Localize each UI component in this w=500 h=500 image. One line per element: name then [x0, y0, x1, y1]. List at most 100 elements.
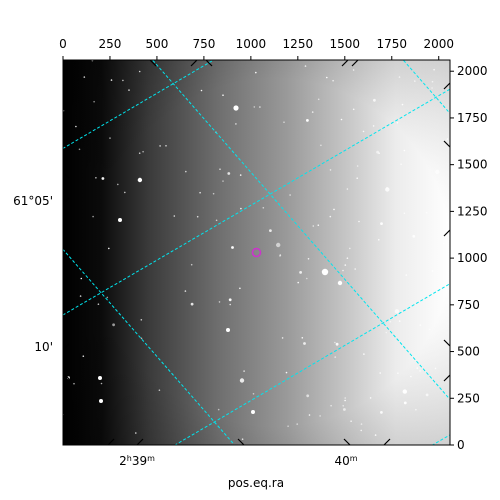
- world-tick-16: [237, 438, 245, 446]
- star: [403, 149, 406, 152]
- star: [319, 415, 321, 417]
- star: [92, 215, 94, 218]
- star: [352, 108, 355, 111]
- star: [376, 150, 379, 154]
- star: [415, 408, 417, 411]
- star: [360, 423, 363, 425]
- coordinate-grid: [63, 60, 450, 445]
- star: [235, 123, 237, 125]
- star: [215, 219, 218, 222]
- star: [372, 125, 375, 127]
- star: [362, 130, 365, 133]
- star: [82, 355, 85, 358]
- star: [252, 393, 255, 395]
- bright-star-5: [99, 399, 103, 403]
- star: [255, 71, 257, 74]
- star: [349, 247, 351, 250]
- star: [335, 342, 339, 346]
- star: [289, 194, 291, 196]
- ra-tick-label-1: 2h39m: [119, 454, 155, 468]
- x-axis-label: pos.eq.ra: [228, 476, 284, 490]
- star: [296, 423, 299, 425]
- star: [343, 408, 346, 411]
- right-tick-label-6: 1500: [457, 158, 488, 172]
- star: [231, 246, 234, 249]
- star: [373, 98, 376, 102]
- star: [419, 370, 421, 372]
- world-tick-1: [62, 197, 70, 205]
- star: [159, 145, 161, 147]
- top-tick-label-0: 0: [59, 37, 67, 51]
- world-tick-10: [443, 140, 451, 148]
- star: [374, 434, 377, 436]
- bright-star-0: [233, 105, 239, 111]
- star: [312, 225, 315, 227]
- star: [303, 342, 306, 345]
- star: [196, 215, 199, 218]
- star: [396, 121, 399, 124]
- star: [340, 118, 343, 121]
- world-tick-13: [443, 374, 451, 382]
- target-marker: [251, 247, 262, 258]
- star: [397, 372, 399, 375]
- bright-star-3: [118, 218, 122, 222]
- star: [218, 301, 221, 303]
- star: [276, 242, 281, 248]
- top-tick-label-4: 1000: [236, 37, 267, 51]
- star: [95, 177, 97, 179]
- star: [281, 337, 284, 339]
- world-tick-4: [149, 59, 157, 67]
- world-tick-6: [205, 59, 213, 67]
- star: [93, 100, 95, 103]
- star: [398, 320, 401, 322]
- top-tick-label-5: 1250: [283, 37, 314, 51]
- star: [140, 319, 143, 321]
- star: [412, 234, 416, 238]
- star: [385, 331, 388, 334]
- star: [394, 309, 400, 314]
- bright-star-1: [321, 268, 329, 276]
- star: [109, 137, 111, 139]
- right-tick-label-8: 2000: [457, 64, 488, 78]
- dec-tick-label-1: 61°05': [13, 194, 53, 208]
- star: [334, 356, 337, 358]
- star: [363, 353, 365, 355]
- image-vignette: [63, 60, 450, 445]
- star: [446, 221, 449, 224]
- world-tick-3: [62, 372, 70, 380]
- star: [342, 269, 344, 272]
- star: [344, 399, 346, 402]
- star: [306, 119, 309, 122]
- star: [358, 220, 360, 223]
- star: [306, 394, 310, 398]
- world-coordinate-ticks: [62, 59, 451, 446]
- star: [83, 76, 86, 78]
- star: [317, 224, 320, 226]
- ra-hours: 2: [119, 454, 127, 468]
- right-tick-label-0: 0: [457, 438, 465, 452]
- star: [228, 298, 232, 302]
- star: [401, 103, 404, 106]
- star: [190, 302, 194, 306]
- star: [112, 323, 115, 327]
- star: [80, 277, 83, 280]
- star: [307, 258, 310, 260]
- svg-text:2h39m: 2h39m: [119, 454, 155, 468]
- world-tick-5: [190, 59, 198, 67]
- star: [106, 296, 109, 299]
- star: [346, 257, 349, 260]
- star: [354, 268, 357, 270]
- star: [425, 211, 428, 214]
- star: [138, 70, 141, 73]
- star: [416, 367, 419, 369]
- star: [380, 411, 383, 414]
- star: [431, 270, 434, 272]
- star: [222, 94, 224, 96]
- world-tick-9: [443, 82, 451, 90]
- star: [398, 76, 401, 78]
- star: [78, 148, 81, 151]
- star: [332, 79, 334, 82]
- world-tick-8: [341, 59, 349, 67]
- star: [434, 367, 437, 370]
- star: [330, 404, 332, 407]
